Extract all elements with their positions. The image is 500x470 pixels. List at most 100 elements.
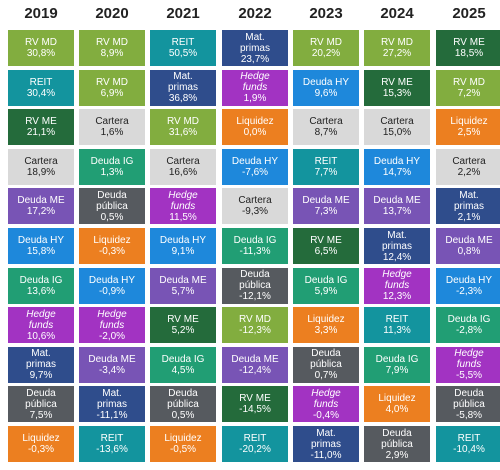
return-value: 7,2% [457,87,481,99]
asset-label: Mat. [387,229,407,241]
cell-2021-4: Cartera 16,6% [150,148,216,185]
return-value: -3,4% [98,364,126,376]
asset-label: Deuda HY [88,274,136,286]
return-value: 0,8% [457,246,481,257]
return-value: -5,5% [455,370,483,382]
cell-2021-10: Deuda pública 0,5% [150,386,216,423]
asset-label: Deuda ME [231,353,279,365]
cell-2019-3: RV ME 21,1% [8,109,74,146]
year-header-2023: 2023 [309,5,343,22]
asset-label: RV MD [24,37,58,48]
asset-label: Deuda [240,269,270,281]
return-value: 18,5% [454,48,484,59]
return-value: -12,4% [239,364,271,376]
cell-2022-5: Cartera -9,3% [222,188,288,225]
return-value: 9,1% [171,246,195,257]
asset-label: Mat. [102,387,122,399]
asset-label: funds [456,359,482,371]
asset-label: Deuda HY [445,274,493,286]
asset-label: Hedge [26,308,56,320]
cell-2021-5: Hedge funds 11,5% [150,188,216,225]
return-value: 14,7% [382,166,412,178]
asset-label: Cartera [238,195,272,207]
cell-2021-9: Deuda IG 4,5% [150,346,216,383]
return-value: 11,3% [383,325,411,337]
asset-label: Deuda ME [445,235,493,246]
asset-label: Deuda IG [304,274,348,286]
asset-label: Mat. [173,71,193,83]
cell-2019-5: Deuda ME 17,2% [8,188,74,225]
return-value: -9,3% [241,206,269,218]
cell-2020-7: Deuda HY -0,9% [79,267,145,304]
return-value: 4,5% [171,364,195,376]
asset-label: RV ME [453,37,485,48]
asset-label: Deuda HY [159,235,207,246]
cell-2019-6: Deuda HY 15,8% [8,228,74,264]
asset-label: primas [96,398,127,410]
cell-2025-4: Cartera 2,2% [436,148,500,185]
asset-label: Cartera [380,116,414,128]
asset-label: Liquidez [22,433,60,444]
cell-2022-8: RV MD -12,3% [222,307,288,344]
return-value: 9,6% [314,87,338,99]
return-value: -12,3% [239,325,271,337]
cell-2022-3: Liquidez 0,0% [222,109,288,146]
asset-label: RV MD [166,116,200,128]
asset-label: REIT [314,155,338,167]
cell-2019-1: RV MD 30,8% [8,30,74,66]
cell-2021-2: Mat. primas 36,8% [150,69,216,106]
asset-label: REIT [100,433,124,444]
asset-label: RV ME [167,314,199,326]
return-value: 11,5% [169,211,197,223]
asset-label: RV MD [380,37,414,48]
asset-label: Cartera [95,116,129,128]
asset-label: Cartera [166,155,200,167]
asset-label: Deuda ME [373,195,421,207]
return-value: 5,9% [314,285,338,297]
asset-label: Deuda ME [88,353,136,365]
cell-2021-6: Deuda HY 9,1% [150,228,216,264]
cell-2021-7: Deuda ME 5,7% [150,267,216,304]
return-value: 6,9% [100,87,124,99]
return-value: 10,6% [26,330,56,342]
cell-2021-3: RV MD 31,6% [150,109,216,146]
cell-2022-4: Deuda HY -7,6% [222,148,288,185]
asset-label: Hedge [311,387,341,399]
asset-label: Deuda IG [19,274,63,286]
cell-2025-1: RV ME 18,5% [436,30,500,66]
asset-label: pública [96,200,128,212]
asset-label: RV MD [95,37,129,48]
asset-label: primas [381,240,412,252]
return-value: 7,9% [385,364,409,376]
asset-label: funds [99,319,125,331]
cell-2025-9: Hedge funds -5,5% [436,346,500,383]
cell-2023-7: Deuda IG 5,9% [293,267,359,304]
year-header-2020: 2020 [95,5,129,22]
return-value: 12,4% [382,251,412,263]
cell-2024-7: Hedge funds 12,3% [364,267,430,304]
asset-label: Hedge [97,308,127,320]
asset-label: Hedge [454,348,484,360]
asset-label: pública [25,398,57,410]
asset-label: pública [167,398,199,410]
return-value: 30,4% [26,87,56,99]
cell-2023-3: Cartera 8,7% [293,109,359,146]
asset-label: Deuda [382,427,412,439]
return-value: -10,4% [453,444,485,455]
cell-2023-5: Deuda ME 7,3% [293,188,359,225]
asset-label: primas [239,42,270,54]
asset-label: Deuda HY [17,235,65,246]
asset-label: funds [170,200,196,212]
return-value: -2,3% [455,285,483,297]
asset-label: REIT [29,76,53,88]
cell-2022-11: REIT -20,2% [222,426,288,462]
asset-label: Liquidez [93,235,131,246]
asset-label: REIT [385,314,409,326]
cell-2019-10: Deuda pública 7,5% [8,386,74,423]
cell-2023-10: Hedge funds -0,4% [293,386,359,423]
return-value: -14,5% [239,404,271,416]
asset-label: pública [310,359,342,371]
asset-label: Hedge [382,269,412,281]
return-value: -7,6% [241,166,269,178]
return-value: 15,3% [382,87,412,99]
